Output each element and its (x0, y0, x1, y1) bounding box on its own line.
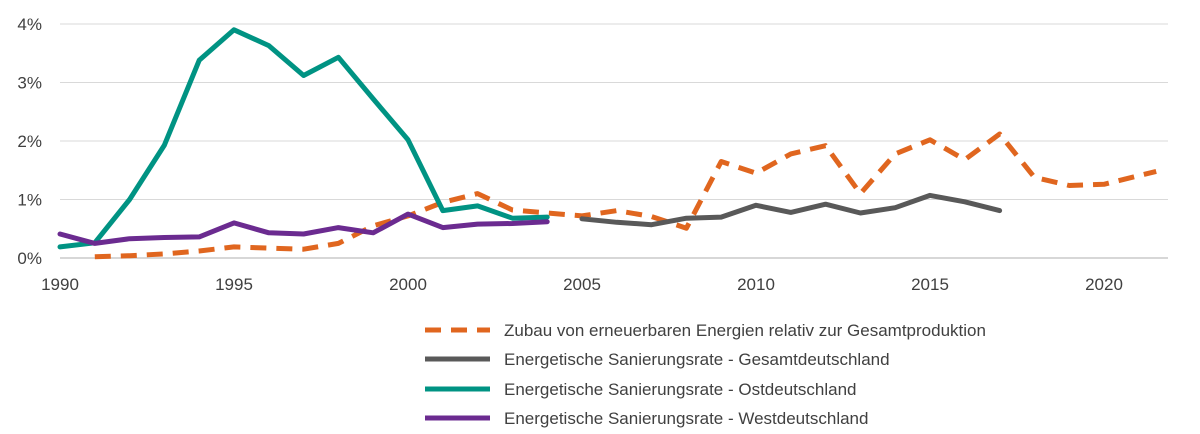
y-tick-label: 4% (17, 15, 42, 34)
chart-series (57, 27, 1157, 260)
series-line-westdeutschland (57, 211, 550, 246)
chart-gridlines (60, 23, 1168, 200)
x-tick-label: 1995 (215, 275, 253, 294)
series-line-gesamtdeutschland (579, 192, 1003, 228)
series-line-ostdeutschland (57, 27, 550, 250)
y-tick-label: 2% (17, 132, 42, 151)
y-tick-label: 1% (17, 191, 42, 210)
legend-label-westdeutschland: Energetische Sanierungsrate - Westdeutsc… (504, 409, 868, 428)
x-tick-label: 2000 (389, 275, 427, 294)
x-tick-label: 2015 (911, 275, 949, 294)
legend-label-ostdeutschland: Energetische Sanierungsrate - Ostdeutsch… (504, 380, 856, 399)
x-axis-ticks: 1990 1995 2000 2005 2010 2015 2020 (41, 275, 1123, 294)
chart-legend: Zubau von erneuerbaren Energien relativ … (425, 321, 986, 428)
legend-label-gesamtdeutschland: Energetische Sanierungsrate - Gesamtdeut… (504, 350, 890, 369)
y-axis-ticks: 0% 1% 2% 3% 4% (17, 15, 42, 268)
series-line-zubau (94, 131, 1157, 260)
y-tick-label: 0% (17, 249, 42, 268)
x-tick-label: 2020 (1085, 275, 1123, 294)
x-tick-label: 1990 (41, 275, 79, 294)
y-tick-label: 3% (17, 74, 42, 93)
x-tick-label: 2010 (737, 275, 775, 294)
legend-label-zubau: Zubau von erneuerbaren Energien relativ … (504, 321, 986, 340)
x-tick-label: 2005 (563, 275, 601, 294)
